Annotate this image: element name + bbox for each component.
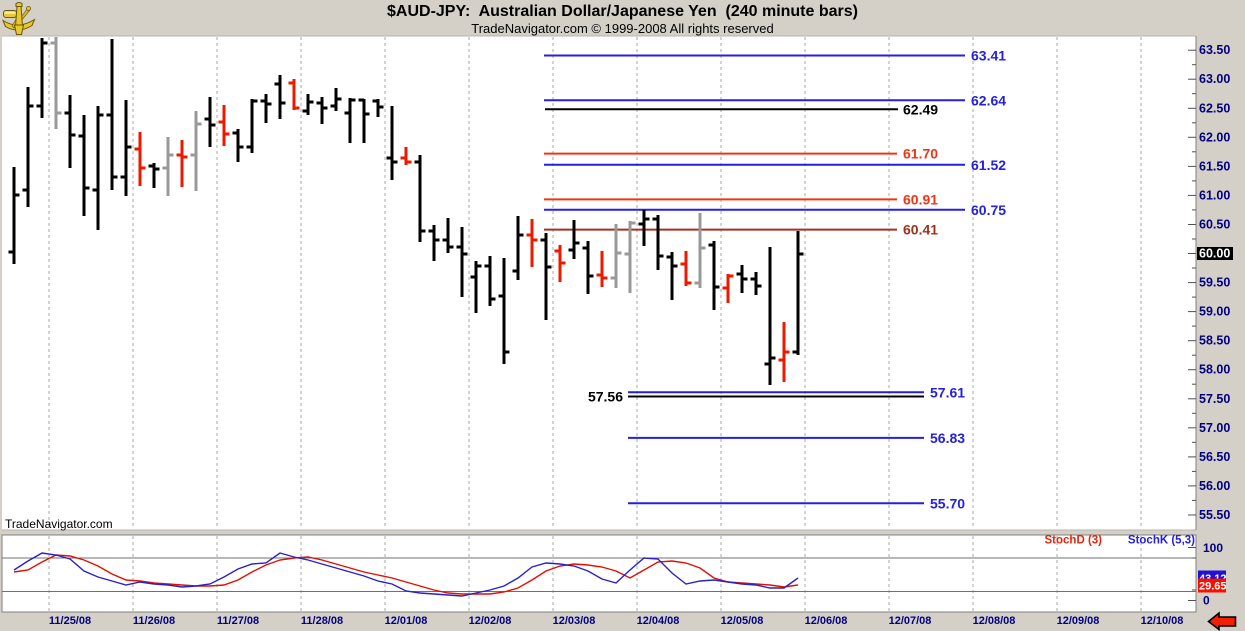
- svg-text:12/06/08: 12/06/08: [805, 615, 848, 627]
- svg-text:60.91: 60.91: [903, 191, 938, 207]
- svg-text:61.70: 61.70: [903, 146, 938, 162]
- svg-text:12/03/08: 12/03/08: [553, 615, 596, 627]
- svg-text:12/05/08: 12/05/08: [721, 615, 764, 627]
- svg-text:60.00: 60.00: [1199, 247, 1230, 261]
- svg-text:62.50: 62.50: [1199, 101, 1230, 115]
- svg-text:12/09/08: 12/09/08: [1057, 615, 1100, 627]
- svg-text:59.50: 59.50: [1199, 276, 1230, 290]
- svg-text:11/27/08: 11/27/08: [217, 615, 259, 627]
- svg-text:12/04/08: 12/04/08: [637, 615, 680, 627]
- svg-text:12/10/08: 12/10/08: [1141, 615, 1184, 627]
- svg-text:12/07/08: 12/07/08: [889, 615, 932, 627]
- svg-text:TradeNavigator.com: TradeNavigator.com: [5, 517, 113, 531]
- svg-text:60.41: 60.41: [903, 222, 938, 238]
- svg-text:57.56: 57.56: [588, 389, 623, 405]
- svg-text:63.41: 63.41: [971, 48, 1006, 64]
- svg-text:63.00: 63.00: [1199, 72, 1230, 86]
- svg-text:56.50: 56.50: [1199, 450, 1230, 464]
- svg-text:StochD (3): StochD (3): [1045, 535, 1103, 547]
- svg-text:59.00: 59.00: [1199, 305, 1230, 319]
- svg-text:57.61: 57.61: [930, 384, 965, 400]
- svg-text:29.65: 29.65: [1199, 581, 1227, 593]
- svg-text:55.50: 55.50: [1199, 508, 1230, 522]
- svg-text:57.00: 57.00: [1199, 421, 1230, 435]
- svg-text:11/28/08: 11/28/08: [301, 615, 343, 627]
- svg-text:0: 0: [1203, 594, 1210, 608]
- svg-text:60.75: 60.75: [971, 202, 1006, 218]
- svg-text:12/01/08: 12/01/08: [385, 615, 428, 627]
- svg-text:11/26/08: 11/26/08: [133, 615, 175, 627]
- svg-text:100: 100: [1203, 541, 1223, 555]
- svg-text:56.83: 56.83: [930, 430, 965, 446]
- svg-text:58.00: 58.00: [1199, 363, 1230, 377]
- svg-text:62.00: 62.00: [1199, 130, 1230, 144]
- svg-text:11/25/08: 11/25/08: [49, 615, 91, 627]
- svg-text:12/08/08: 12/08/08: [973, 615, 1016, 627]
- svg-text:56.00: 56.00: [1199, 479, 1230, 493]
- svg-text:58.50: 58.50: [1199, 334, 1230, 348]
- svg-text:62.64: 62.64: [971, 92, 1006, 108]
- svg-text:61.50: 61.50: [1199, 159, 1230, 173]
- svg-text:62.49: 62.49: [903, 101, 938, 117]
- svg-text:61.00: 61.00: [1199, 188, 1230, 202]
- svg-text:12/02/08: 12/02/08: [469, 615, 512, 627]
- svg-text:StochK (5,3): StochK (5,3): [1128, 535, 1195, 547]
- svg-text:60.50: 60.50: [1199, 218, 1230, 232]
- svg-text:63.50: 63.50: [1199, 43, 1230, 57]
- svg-text:55.70: 55.70: [930, 495, 965, 511]
- svg-text:61.52: 61.52: [971, 157, 1006, 173]
- svg-text:57.50: 57.50: [1199, 392, 1230, 406]
